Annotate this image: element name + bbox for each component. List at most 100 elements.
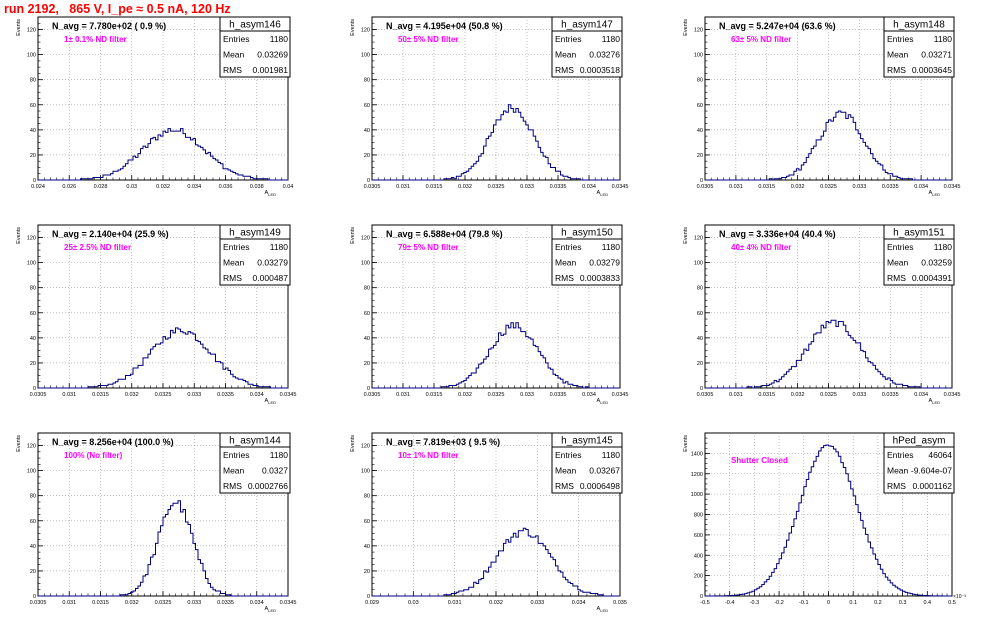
y-tick-label: 0: [700, 594, 703, 600]
y-tick-label: 80: [30, 78, 36, 84]
stats-label-mean: Mean: [555, 258, 577, 268]
x-tick-label: 0.0315: [92, 600, 109, 606]
histogram-series: [38, 327, 288, 389]
y-tick-label: 80: [364, 286, 370, 292]
histogram-series: [372, 527, 620, 597]
stats-box: [219, 224, 291, 286]
y-tick-label: 20: [697, 361, 703, 367]
x-tick-label: 0.032: [489, 600, 503, 606]
stats-value-mean: 0.03267: [589, 466, 620, 476]
x-tick-label: 0.035: [613, 600, 627, 606]
x-tick-label: 0.5: [948, 600, 956, 606]
y-tick-label: 40: [30, 336, 36, 342]
x-axis-label: ALED: [265, 606, 277, 613]
panel-h_asym145: 0.029 0.03 0.031 0.032 0.033 0.034 0.035 0 20 40 6…: [350, 432, 627, 613]
stats-value-rms: 0.0001162: [912, 481, 952, 491]
x-exponent-label: ×10⁻³: [953, 594, 966, 600]
stats-value-rms: 0.0003518: [580, 65, 620, 75]
y-axis-label: Events: [683, 19, 689, 36]
panel-h_asym146: 0.024 0.026 0.028 0.03 0.032 0.034 0.036 0.038 0…: [16, 16, 293, 197]
histogram-series: [38, 500, 288, 597]
panel-h_asym149: 0.0305 0.031 0.0315 0.032 0.0325 0.033 0.0335 0…: [16, 224, 296, 405]
y-tick-label: 1000: [691, 492, 703, 498]
stats-value-entries: 1180: [602, 242, 621, 252]
y-tick-label: 100: [27, 53, 36, 59]
x-tick-label: 0.036: [219, 184, 233, 190]
y-tick-label: 200: [694, 574, 703, 580]
stats-value-entries: 1180: [270, 34, 289, 44]
x-axis-label: ALED: [597, 190, 609, 197]
x-tick-label: 0.034: [914, 392, 928, 398]
filter-label: Shutter Closed: [731, 456, 788, 465]
x-tick-label: 0.0345: [944, 392, 961, 398]
y-tick-label: 120: [694, 236, 703, 242]
stats-label-rms: RMS: [223, 65, 242, 75]
y-tick-label: 100: [361, 261, 370, 267]
y-tick-label: 20: [697, 153, 703, 159]
x-tick-label: 0.031: [729, 184, 743, 190]
stats-value-entries: 1180: [934, 242, 953, 252]
x-tick-label: 0.0325: [488, 184, 505, 190]
y-tick-label: 100: [694, 53, 703, 59]
stats-box: [551, 432, 623, 494]
histogram-name: h_asym144: [229, 436, 281, 447]
x-axis-label: ALED: [597, 606, 609, 613]
y-tick-label: 80: [364, 494, 370, 500]
x-tick-label: 0.0335: [217, 392, 234, 398]
x-tick-label: 0.033: [852, 184, 866, 190]
y-tick-label: 0: [367, 178, 370, 184]
panel-hPed_asym: -0.5 -0.4 -0.3 -0.2 -0.1 0 0.1 0.2 0.3 0.4 0.5 0 200…: [683, 432, 966, 606]
x-tick-label: 0.0335: [550, 184, 567, 190]
stats-label-mean: Mean: [887, 466, 909, 476]
panel-h_asym147: 0.0305 0.031 0.0315 0.032 0.0325 0.033 0.0335 0…: [350, 16, 628, 197]
y-tick-label: 40: [697, 336, 703, 342]
stats-value-mean: 0.03271: [921, 50, 952, 60]
y-tick-label: 60: [30, 519, 36, 525]
stats-label-entries: Entries: [223, 34, 249, 44]
y-tick-label: 40: [30, 544, 36, 550]
histogram-name: h_asym150: [561, 228, 613, 239]
stats-box: [551, 16, 623, 78]
n-avg-label: N_avg = 7.819e+03 ( 9.5 %): [386, 437, 500, 447]
histogram-name: h_asym145: [561, 436, 613, 447]
filter-label: 63± 5% ND filter: [731, 35, 791, 44]
y-tick-label: 60: [697, 311, 703, 317]
stats-value-rms: 0.0006498: [580, 481, 620, 491]
stats-value-entries: 1180: [602, 34, 621, 44]
y-tick-label: 120: [694, 28, 703, 34]
histogram-name: h_asym146: [229, 20, 281, 31]
histogram-name: h_asym147: [561, 20, 613, 31]
y-tick-label: 0: [367, 386, 370, 392]
x-tick-label: 0.031: [729, 392, 743, 398]
y-tick-label: 20: [364, 361, 370, 367]
stats-label-entries: Entries: [887, 450, 913, 460]
y-tick-label: 40: [30, 128, 36, 134]
x-tick-label: 0.033: [187, 392, 201, 398]
x-tick-label: 0.033: [520, 392, 534, 398]
histogram-series: [372, 322, 620, 389]
x-tick-label: 0.032: [791, 392, 805, 398]
x-tick-label: 0.0345: [612, 392, 629, 398]
filter-label: 1± 0.1% ND filter: [64, 35, 127, 44]
stats-value-mean: 0.03269: [257, 50, 288, 60]
x-tick-label: 0.034: [582, 392, 596, 398]
y-tick-label: 20: [30, 153, 36, 159]
filter-label: 100% (No filter): [64, 451, 123, 460]
histogram-name: h_asym148: [893, 20, 945, 31]
y-tick-label: 0: [700, 178, 703, 184]
y-tick-label: 100: [694, 261, 703, 267]
stats-value-mean: 0.03279: [589, 258, 620, 268]
x-tick-label: 0.034: [914, 184, 928, 190]
y-tick-label: 120: [27, 444, 36, 450]
x-tick-label: 0.0335: [882, 184, 899, 190]
x-tick-label: 0.0325: [488, 392, 505, 398]
y-tick-label: 60: [30, 103, 36, 109]
y-axis-label: Events: [350, 435, 356, 452]
x-tick-label: 0.0345: [944, 184, 961, 190]
x-tick-label: 0.3: [899, 600, 907, 606]
x-tick-label: 0.0305: [697, 184, 714, 190]
stats-label-rms: RMS: [555, 481, 574, 491]
stats-value-mean: 0.03259: [921, 258, 952, 268]
y-tick-label: 60: [697, 103, 703, 109]
